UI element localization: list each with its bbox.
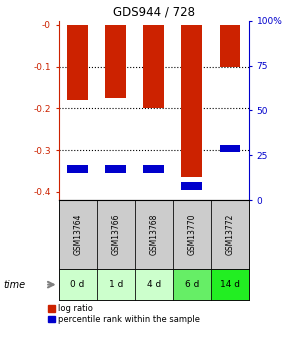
Bar [135,269,173,300]
Title: GDS944 / 728: GDS944 / 728 [113,5,195,18]
Bar [219,145,241,152]
Bar [59,200,97,269]
Text: 0 d: 0 d [70,280,85,289]
Bar [173,200,211,269]
Text: GSM13768: GSM13768 [149,214,158,255]
Bar [135,200,173,269]
Bar [59,269,97,300]
Bar [143,25,164,108]
Bar [173,269,211,300]
Bar [143,166,164,173]
Text: 14 d: 14 d [220,280,240,289]
Text: GSM13764: GSM13764 [73,214,82,255]
Bar [67,25,88,100]
Bar [219,25,241,67]
Bar [97,200,135,269]
Bar [211,269,249,300]
Text: GSM13770: GSM13770 [188,214,196,255]
Text: time: time [3,280,25,289]
Bar [97,269,135,300]
Bar [67,166,88,173]
Bar [105,166,126,173]
Text: 1 d: 1 d [108,280,123,289]
Text: GSM13766: GSM13766 [111,214,120,255]
Text: 6 d: 6 d [185,280,199,289]
Bar [181,182,202,190]
Bar [105,25,126,98]
Legend: log ratio, percentile rank within the sample: log ratio, percentile rank within the sa… [48,304,200,324]
Bar [181,25,202,177]
Bar [211,200,249,269]
Text: 4 d: 4 d [147,280,161,289]
Text: GSM13772: GSM13772 [226,214,234,255]
